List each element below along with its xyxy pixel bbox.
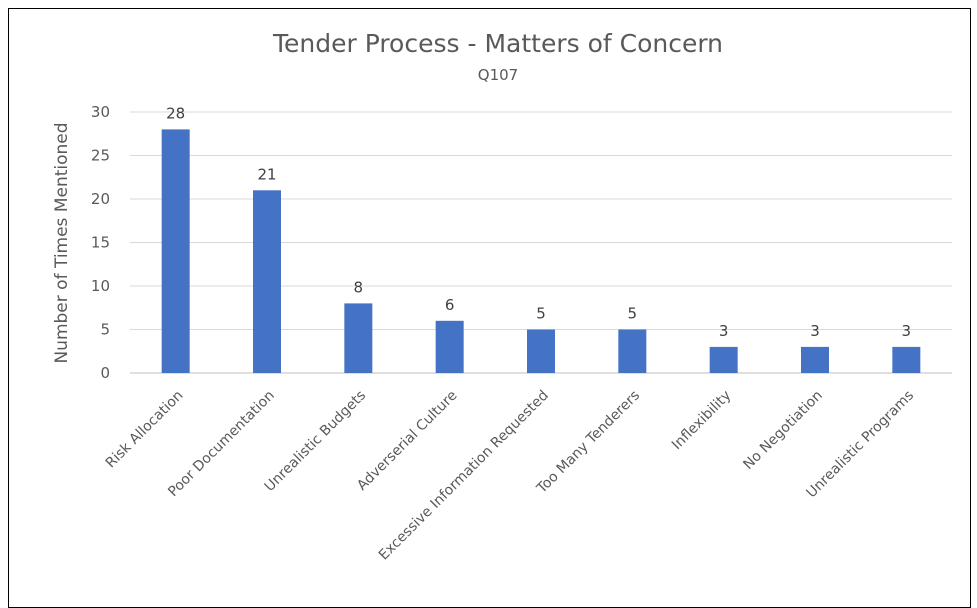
bar-chart: Tender Process - Matters of Concern Q107… bbox=[52, 29, 952, 564]
y-tick-label: 10 bbox=[91, 277, 110, 295]
data-labels: 28 21 8 6 5 5 3 3 3 bbox=[166, 104, 912, 340]
data-label: 6 bbox=[445, 296, 455, 314]
data-label: 3 bbox=[902, 322, 912, 340]
y-tick-label: 5 bbox=[100, 321, 110, 339]
chart-title: Tender Process - Matters of Concern bbox=[272, 29, 723, 58]
data-label: 8 bbox=[354, 278, 364, 296]
x-category-label: No Negotiation bbox=[740, 388, 825, 473]
x-category-label: Unrealistic Programs bbox=[804, 388, 918, 502]
y-tick-label: 30 bbox=[91, 103, 110, 121]
chart-subtitle: Q107 bbox=[478, 66, 518, 84]
y-tick-label: 20 bbox=[91, 190, 110, 208]
data-label: 5 bbox=[628, 305, 638, 323]
bar bbox=[618, 329, 647, 373]
bar bbox=[253, 190, 281, 373]
bar bbox=[344, 303, 373, 373]
bar bbox=[435, 320, 464, 373]
bar bbox=[892, 346, 921, 373]
data-label: 3 bbox=[719, 322, 729, 340]
data-label: 5 bbox=[536, 305, 546, 323]
x-category-label: Excessive Information Requested bbox=[376, 388, 552, 564]
data-label: 28 bbox=[166, 104, 185, 122]
x-category-label: Unrealistic Budgets bbox=[262, 388, 369, 495]
y-tick-label: 15 bbox=[91, 234, 110, 252]
bar bbox=[527, 329, 555, 373]
bars bbox=[161, 129, 921, 373]
bar bbox=[709, 346, 738, 373]
x-category-label: Too Many Tenderers bbox=[533, 388, 643, 498]
data-label: 21 bbox=[257, 165, 276, 183]
y-tick-label: 0 bbox=[100, 364, 110, 382]
x-category-label: Adverserial Culture bbox=[354, 388, 460, 494]
bar bbox=[801, 346, 829, 373]
bar bbox=[161, 129, 190, 373]
y-axis-ticks: 0 5 10 15 20 25 30 bbox=[91, 103, 110, 382]
x-category-label: Inflexibility bbox=[669, 388, 735, 454]
y-tick-label: 25 bbox=[91, 147, 110, 165]
x-category-label: Risk Allocation bbox=[103, 388, 187, 472]
data-label: 3 bbox=[810, 322, 820, 340]
y-axis-label: Number of Times Mentioned bbox=[52, 122, 72, 363]
